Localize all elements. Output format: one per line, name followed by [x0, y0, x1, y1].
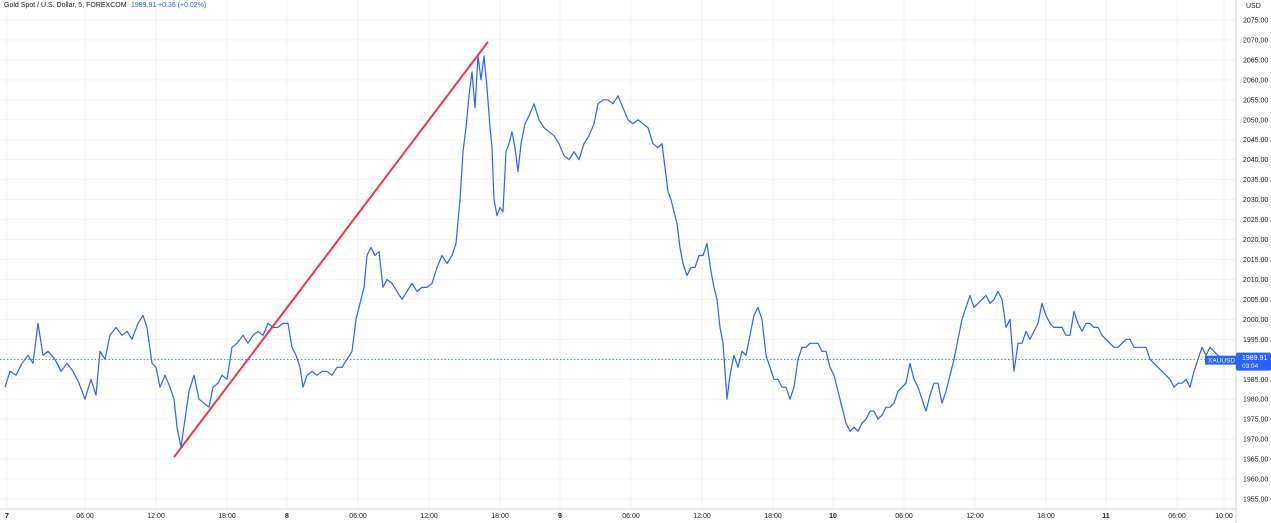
x-tick-label: 12:00	[966, 513, 984, 520]
y-tick-label: 2070.00	[1243, 37, 1268, 44]
symbol-title: Gold Spot / U.S. Dollar, 5, FOREXCOM	[4, 2, 127, 9]
y-tick-label: 2035.00	[1243, 177, 1268, 184]
axis-frame	[0, 0, 1237, 523]
x-tick-label: 9	[558, 513, 562, 520]
x-tick-label: 12:00	[693, 513, 711, 520]
y-tick-label: 2055.00	[1243, 97, 1268, 104]
x-tick-label: 7	[5, 513, 9, 520]
y-tick-label: 2065.00	[1243, 57, 1268, 64]
price-tag-background	[1236, 352, 1271, 371]
y-tick-label: 2005.00	[1243, 297, 1268, 304]
x-tick-label: 11	[1102, 513, 1110, 520]
price-tag: XAUUSD 1989.91 03:04	[1205, 352, 1271, 371]
y-tick-label: 1985.00	[1243, 377, 1268, 384]
x-tick-label: 18:00	[764, 513, 782, 520]
y-tick-label: 2075.00	[1243, 17, 1268, 24]
x-tick-label: 18:00	[218, 513, 236, 520]
y-tick-label: 2030.00	[1243, 197, 1268, 204]
x-tick-label: 06:00	[349, 513, 367, 520]
price-tag-symbol-background	[1205, 355, 1236, 365]
last-price: 1989.91	[131, 2, 156, 9]
y-tick-label: 1980.00	[1243, 397, 1268, 404]
y-tick-label: 1960.00	[1243, 477, 1268, 484]
legend-header[interactable]: Gold Spot / U.S. Dollar, 5, FOREXCOM 198…	[4, 2, 206, 9]
price-tag-symbol: XAUUSD	[1208, 358, 1235, 365]
y-tick-label: 1955.00	[1243, 497, 1268, 504]
series-layer	[4, 41, 1223, 458]
price-change: +0.36 (+0.02%)	[158, 2, 206, 9]
y-tick-label: 1970.00	[1243, 437, 1268, 444]
price-axis-labels[interactable]: 1955.00 1960.00 1965.00 1970.00 1975.00 1980.…	[1243, 17, 1268, 503]
x-tick-label: 06:00	[76, 513, 94, 520]
y-tick-label: 2060.00	[1243, 77, 1268, 84]
currency-label[interactable]: USD	[1246, 3, 1261, 10]
x-tick-label: 12:00	[147, 513, 165, 520]
grid	[0, 0, 1236, 509]
x-tick-label: 06:00	[895, 513, 913, 520]
y-tick-label: 2010.00	[1243, 277, 1268, 284]
y-tick-label: 2015.00	[1243, 257, 1268, 264]
x-tick-label: 06:00	[622, 513, 640, 520]
x-tick-label: 8	[285, 513, 289, 520]
price-series-line	[4, 55, 1223, 448]
trend-line-drawing[interactable]	[173, 41, 489, 458]
time-axis-labels[interactable]: 7 06:00 12:00 18:00 8 06:00 12:00 18:00 9 06:00 12…	[5, 513, 1233, 520]
y-tick-label: 1975.00	[1243, 417, 1268, 424]
y-tick-label: 1995.00	[1243, 337, 1268, 344]
y-tick-label: 2045.00	[1243, 137, 1268, 144]
x-tick-label: 18:00	[1037, 513, 1055, 520]
y-tick-label: 2040.00	[1243, 157, 1268, 164]
y-tick-label: 2050.00	[1243, 117, 1268, 124]
x-tick-label: 12:00	[420, 513, 438, 520]
x-tick-label: 06:00	[1168, 513, 1186, 520]
y-tick-label: 2025.00	[1243, 217, 1268, 224]
price-tag-value: 1989.91	[1242, 355, 1267, 362]
x-tick-label: 18:00	[491, 513, 509, 520]
y-tick-label: 1965.00	[1243, 457, 1268, 464]
x-tick-label: 10:00	[1215, 513, 1233, 520]
price-tag-countdown: 03:04	[1242, 363, 1259, 370]
x-tick-label: 10	[829, 513, 837, 520]
y-tick-label: 2020.00	[1243, 237, 1268, 244]
y-tick-label: 2000.00	[1243, 317, 1268, 324]
